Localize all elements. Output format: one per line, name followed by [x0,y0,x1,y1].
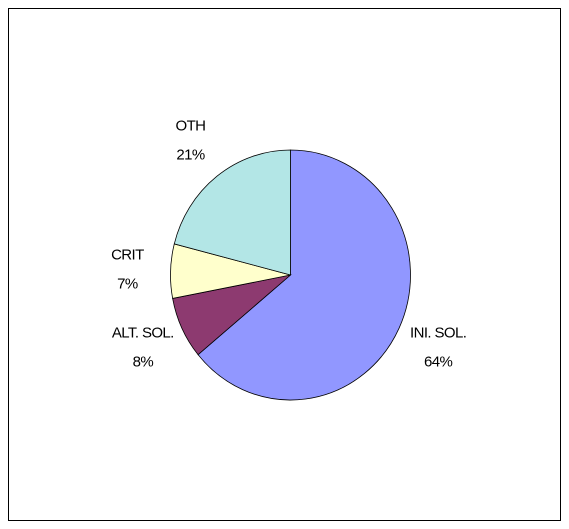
slice-value-label: 8% [133,353,154,370]
slice-label: ALT. SOL. [112,324,174,341]
slice-value-label: 64% [424,353,452,370]
pie-slice [173,149,291,276]
slice-value-label: 21% [176,147,204,164]
slice-label: OTH [176,118,206,135]
slice-value-label: 7% [117,276,138,293]
slice-label: CRIT [111,247,144,264]
pie-slice [197,149,411,401]
slice-label: INI. SOL. [410,324,466,341]
